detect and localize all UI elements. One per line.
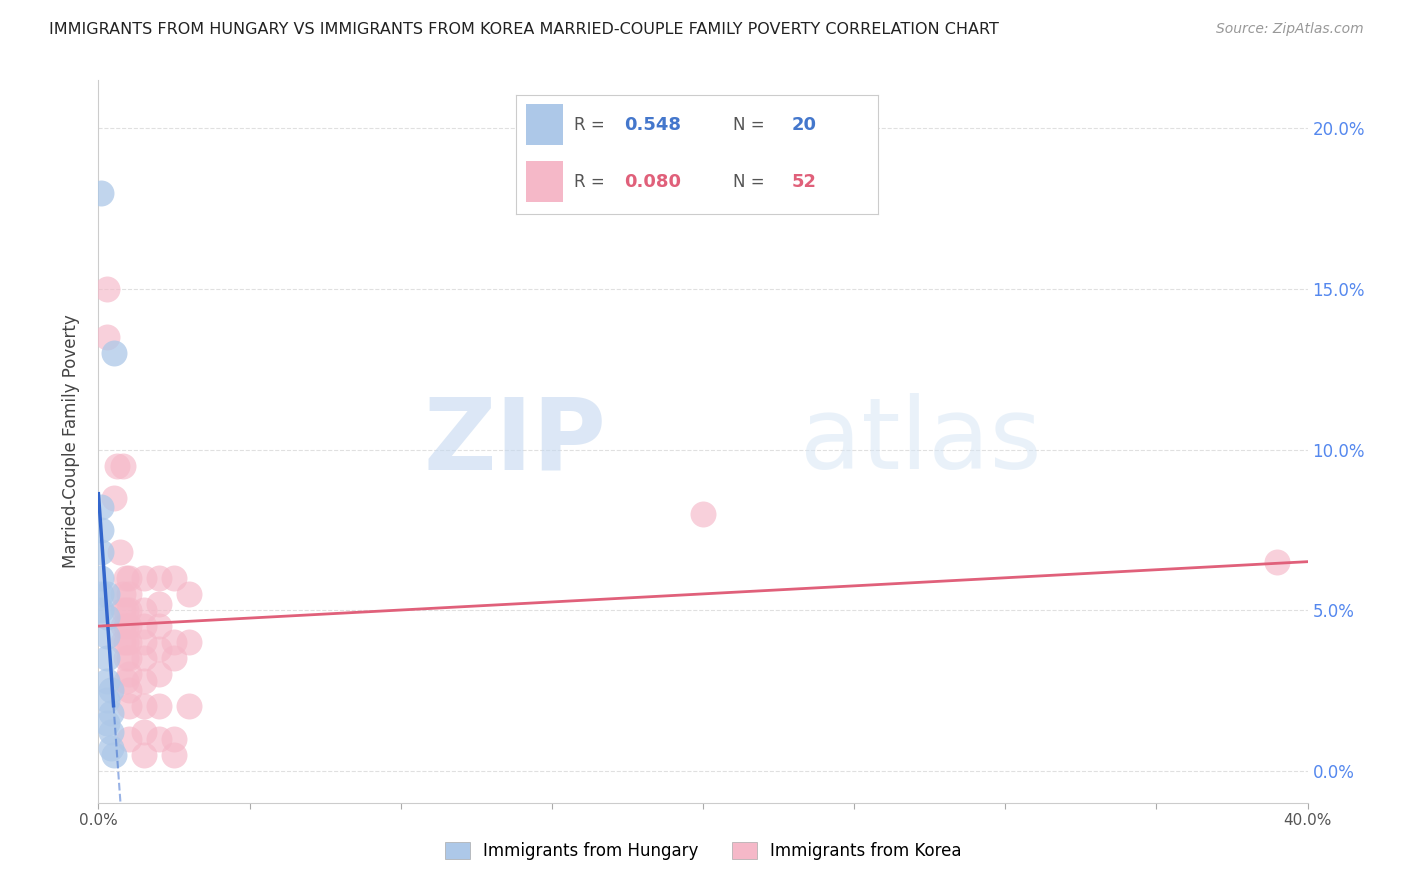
Point [96, 651, 118, 665]
Point [111, 635, 134, 649]
Point [148, 571, 170, 585]
Point [179, 587, 201, 601]
Point [108, 545, 131, 559]
Point [96, 693, 118, 707]
Point [118, 651, 141, 665]
Point [96, 609, 118, 624]
Point [118, 571, 141, 585]
Point [103, 747, 125, 762]
Point [163, 731, 186, 746]
Point [118, 699, 141, 714]
Point [96, 673, 118, 688]
Point [90, 545, 112, 559]
Point [114, 603, 136, 617]
Point [90, 603, 112, 617]
Point [114, 619, 136, 633]
Point [132, 725, 155, 739]
Point [692, 507, 714, 521]
Point [132, 619, 155, 633]
Point [90, 523, 112, 537]
Point [90, 587, 112, 601]
Point [179, 635, 201, 649]
Point [148, 641, 170, 656]
Point [163, 571, 186, 585]
Point [179, 699, 201, 714]
Point [114, 651, 136, 665]
Point [132, 673, 155, 688]
Point [90, 500, 112, 515]
Point [96, 629, 118, 643]
Point [96, 330, 118, 344]
Point [132, 571, 155, 585]
Point [96, 715, 118, 730]
Point [118, 667, 141, 681]
Point [163, 635, 186, 649]
Point [1267, 555, 1289, 569]
Point [105, 458, 128, 473]
Point [96, 587, 118, 601]
Point [114, 635, 136, 649]
Point [114, 571, 136, 585]
Point [118, 587, 141, 601]
Text: IMMIGRANTS FROM HUNGARY VS IMMIGRANTS FROM KOREA MARRIED-COUPLE FAMILY POVERTY C: IMMIGRANTS FROM HUNGARY VS IMMIGRANTS FR… [49, 22, 1000, 37]
Point [118, 635, 141, 649]
Point [118, 619, 141, 633]
Point [96, 282, 118, 296]
Point [148, 597, 170, 611]
Point [111, 587, 134, 601]
Point [118, 603, 141, 617]
Point [132, 651, 155, 665]
Point [148, 667, 170, 681]
Point [111, 603, 134, 617]
Point [111, 458, 134, 473]
Y-axis label: Married-Couple Family Poverty: Married-Couple Family Poverty [62, 315, 80, 568]
Point [118, 683, 141, 698]
Point [163, 747, 186, 762]
Legend: Immigrants from Hungary, Immigrants from Korea: Immigrants from Hungary, Immigrants from… [437, 835, 969, 867]
Point [111, 619, 134, 633]
Point [132, 603, 155, 617]
Point [90, 571, 112, 585]
Point [148, 731, 170, 746]
Point [163, 651, 186, 665]
Point [148, 619, 170, 633]
Point [100, 741, 122, 756]
Point [118, 731, 141, 746]
Point [100, 683, 122, 698]
Point [103, 346, 125, 360]
Text: ZIP: ZIP [423, 393, 606, 490]
Text: atlas: atlas [800, 393, 1042, 490]
Point [132, 635, 155, 649]
Point [100, 725, 122, 739]
Point [103, 491, 125, 505]
Point [132, 747, 155, 762]
Text: Source: ZipAtlas.com: Source: ZipAtlas.com [1216, 22, 1364, 37]
Point [132, 699, 155, 714]
Point [114, 673, 136, 688]
Point [100, 706, 122, 720]
Point [90, 186, 112, 200]
Point [148, 699, 170, 714]
